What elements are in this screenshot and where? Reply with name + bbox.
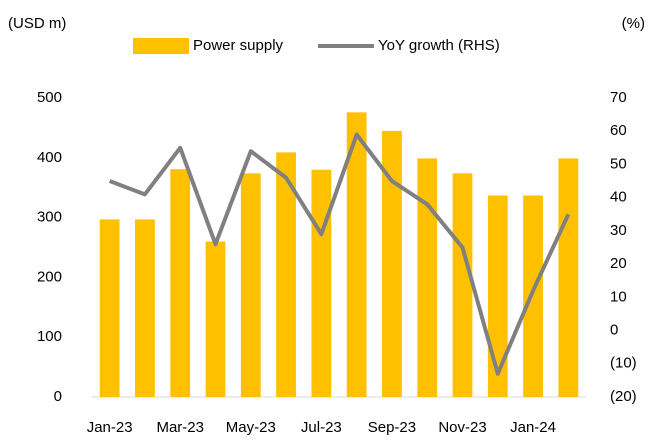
x-tick-label: Jul-23 [301, 419, 342, 436]
x-tick-label: May-23 [226, 419, 276, 436]
y2-tick-label: 10 [610, 288, 627, 305]
y-tick-label: 300 [37, 209, 62, 226]
y-axis-label: (USD m) [8, 15, 66, 32]
bar [170, 169, 191, 397]
bar [558, 158, 579, 397]
y2-tick-label: 50 [610, 155, 627, 172]
y2-tick-label: (20) [610, 388, 637, 405]
y-tick-label: 200 [37, 268, 62, 285]
y2-tick-label: 60 [610, 122, 627, 139]
y-tick-label: 500 [37, 89, 62, 106]
legend-label: Power supply [193, 37, 284, 54]
y2-tick-label: 40 [610, 189, 627, 206]
y-tick-label: 0 [54, 388, 62, 405]
y2-tick-label: 0 [610, 322, 618, 339]
y2-tick-label: 30 [610, 222, 627, 239]
y-tick-label: 100 [37, 328, 62, 345]
bar [276, 152, 296, 397]
bar [382, 130, 402, 397]
bar [99, 219, 120, 397]
bar [452, 173, 473, 397]
y2-tick-label: 70 [610, 89, 627, 106]
x-tick-label: Jan-24 [510, 419, 556, 436]
bar [205, 241, 226, 397]
bar [311, 169, 332, 397]
x-tick-label: Sep-23 [368, 419, 416, 436]
bar [346, 112, 367, 398]
bar [240, 173, 261, 397]
x-tick-label: Jan-23 [87, 419, 133, 436]
y2-tick-label: (10) [610, 355, 637, 372]
y2-axis-label: (%) [622, 15, 645, 32]
bar [523, 195, 543, 397]
x-tick-label: Nov-23 [438, 419, 486, 436]
bar [135, 219, 155, 397]
bar [487, 195, 508, 397]
bar [417, 158, 438, 397]
line [108, 132, 571, 376]
legend-swatch [133, 38, 189, 54]
y-tick-label: 400 [37, 149, 62, 166]
x-tick-label: Mar-23 [156, 419, 204, 436]
y2-tick-label: 20 [610, 255, 627, 272]
legend-label: YoY growth (RHS) [378, 37, 500, 54]
